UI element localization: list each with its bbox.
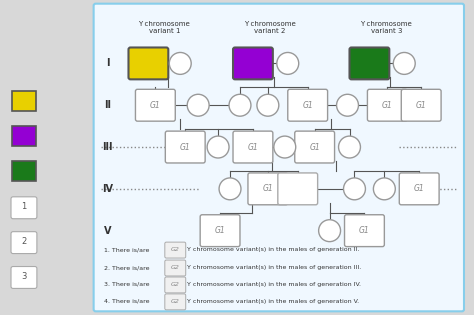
- Text: 1. There is/are: 1. There is/are: [104, 247, 149, 252]
- Circle shape: [393, 53, 415, 74]
- Circle shape: [277, 53, 299, 74]
- FancyBboxPatch shape: [12, 161, 36, 181]
- Circle shape: [219, 178, 241, 200]
- FancyBboxPatch shape: [200, 215, 240, 247]
- Text: III: III: [102, 142, 113, 152]
- Text: 3: 3: [21, 272, 27, 281]
- Text: 2: 2: [21, 237, 27, 246]
- FancyBboxPatch shape: [349, 48, 389, 79]
- Circle shape: [187, 94, 209, 116]
- Text: G1: G1: [382, 101, 393, 110]
- FancyBboxPatch shape: [11, 232, 37, 254]
- Text: G1: G1: [150, 101, 161, 110]
- FancyBboxPatch shape: [233, 48, 273, 79]
- FancyBboxPatch shape: [399, 173, 439, 205]
- Text: 3. There is/are: 3. There is/are: [104, 282, 149, 287]
- FancyBboxPatch shape: [233, 131, 273, 163]
- FancyBboxPatch shape: [295, 131, 335, 163]
- FancyBboxPatch shape: [11, 197, 37, 219]
- FancyBboxPatch shape: [136, 89, 175, 121]
- Text: Y chromosome variant(s) in the males of generation III.: Y chromosome variant(s) in the males of …: [187, 265, 362, 270]
- Circle shape: [338, 136, 360, 158]
- FancyBboxPatch shape: [345, 215, 384, 247]
- Text: Y chromosome variant(s) in the males of generation II.: Y chromosome variant(s) in the males of …: [187, 247, 360, 252]
- Text: G2: G2: [171, 299, 180, 304]
- FancyBboxPatch shape: [12, 91, 36, 111]
- FancyBboxPatch shape: [12, 126, 36, 146]
- Text: Y chromosome variant(s) in the males of generation V.: Y chromosome variant(s) in the males of …: [187, 299, 359, 304]
- Text: G1: G1: [215, 226, 226, 235]
- FancyBboxPatch shape: [165, 131, 205, 163]
- Text: Y chromosome
variant 1: Y chromosome variant 1: [138, 20, 190, 34]
- Text: G1: G1: [247, 143, 258, 152]
- Text: II: II: [104, 100, 111, 110]
- Text: 1: 1: [21, 202, 27, 211]
- FancyBboxPatch shape: [11, 266, 37, 289]
- Text: Y chromosome
variant 3: Y chromosome variant 3: [360, 20, 412, 34]
- Text: Y chromosome variant(s) in the males of generation IV.: Y chromosome variant(s) in the males of …: [187, 282, 361, 287]
- FancyBboxPatch shape: [94, 4, 464, 311]
- Circle shape: [229, 94, 251, 116]
- Text: G2: G2: [171, 247, 180, 252]
- Text: G1: G1: [416, 101, 427, 110]
- Text: 4. There is/are: 4. There is/are: [104, 299, 149, 304]
- Circle shape: [319, 220, 340, 242]
- FancyBboxPatch shape: [1, 6, 91, 309]
- Text: G1: G1: [263, 184, 273, 193]
- FancyBboxPatch shape: [401, 89, 441, 121]
- FancyBboxPatch shape: [165, 242, 186, 258]
- Text: Y chromosome
variant 2: Y chromosome variant 2: [244, 20, 296, 34]
- Text: G1: G1: [309, 143, 320, 152]
- FancyBboxPatch shape: [278, 173, 318, 205]
- FancyBboxPatch shape: [165, 294, 186, 310]
- FancyBboxPatch shape: [165, 260, 186, 276]
- Text: G2: G2: [171, 282, 180, 287]
- Text: G2: G2: [171, 265, 180, 270]
- FancyBboxPatch shape: [165, 277, 186, 293]
- Circle shape: [374, 178, 395, 200]
- Text: IV: IV: [102, 184, 113, 194]
- Circle shape: [337, 94, 358, 116]
- FancyBboxPatch shape: [288, 89, 328, 121]
- Circle shape: [207, 136, 229, 158]
- Text: G1: G1: [180, 143, 191, 152]
- FancyBboxPatch shape: [367, 89, 407, 121]
- Text: I: I: [106, 58, 109, 68]
- FancyBboxPatch shape: [248, 173, 288, 205]
- Circle shape: [274, 136, 296, 158]
- Text: 2. There is/are: 2. There is/are: [104, 265, 149, 270]
- Circle shape: [169, 53, 191, 74]
- Text: G1: G1: [414, 184, 425, 193]
- Circle shape: [344, 178, 365, 200]
- Text: V: V: [104, 226, 111, 236]
- FancyBboxPatch shape: [128, 48, 168, 79]
- Circle shape: [257, 94, 279, 116]
- Text: G1: G1: [359, 226, 370, 235]
- Text: G1: G1: [302, 101, 313, 110]
